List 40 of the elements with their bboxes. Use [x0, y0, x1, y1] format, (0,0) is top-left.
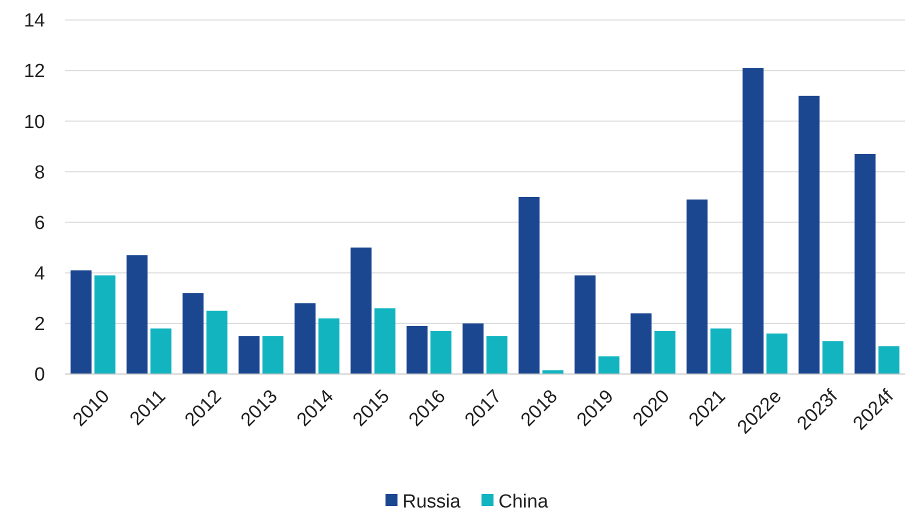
bar — [574, 275, 596, 374]
y-tick-label: 10 — [24, 112, 45, 133]
y-tick-label: 4 — [34, 264, 46, 285]
bar — [374, 308, 396, 374]
y-tick-label: 12 — [24, 61, 45, 82]
bar — [70, 270, 92, 374]
bar — [518, 197, 540, 374]
bar — [206, 310, 228, 374]
bar — [94, 275, 116, 374]
bar — [294, 303, 316, 374]
bar — [262, 336, 284, 374]
bar — [406, 326, 428, 374]
bar — [318, 318, 340, 374]
bar — [686, 200, 708, 374]
y-tick-label: 6 — [34, 212, 45, 234]
bar — [878, 346, 900, 374]
bar — [798, 96, 820, 374]
bar — [182, 293, 204, 374]
bar — [630, 313, 652, 374]
bar — [742, 68, 764, 374]
bar — [430, 331, 452, 374]
bar — [854, 154, 876, 374]
bar — [710, 328, 732, 374]
y-tick-label: 0 — [34, 364, 45, 386]
legend-label: China — [498, 492, 549, 513]
bar — [462, 323, 484, 374]
y-tick-label: 2 — [34, 314, 45, 336]
legend-label: Russia — [402, 492, 462, 513]
bar — [766, 334, 788, 374]
bar — [350, 248, 372, 374]
bar — [822, 341, 844, 374]
bar — [542, 370, 564, 374]
bar — [150, 328, 172, 374]
bar — [654, 331, 676, 374]
bar — [598, 356, 620, 374]
y-tick-label: 8 — [34, 162, 45, 184]
bar — [486, 336, 508, 374]
y-tick-label: 14 — [24, 10, 46, 32]
bar — [126, 255, 148, 374]
bar — [238, 336, 260, 374]
